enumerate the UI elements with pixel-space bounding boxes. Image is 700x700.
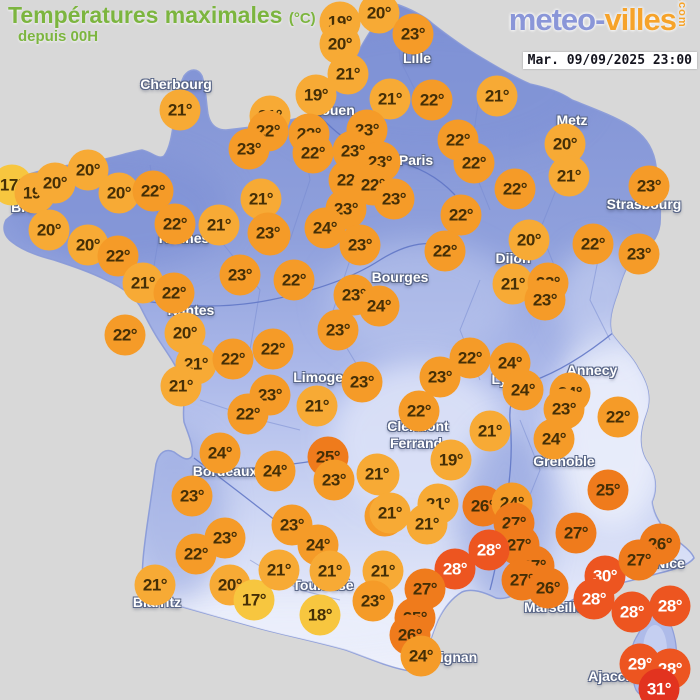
temp-marker: 22° (212, 338, 254, 380)
temp-marker: 28° (611, 591, 653, 633)
temp-marker: 23° (359, 141, 401, 183)
page-subtitle: depuis 00H (18, 28, 99, 45)
temp-marker: 23° (392, 13, 434, 55)
temp-marker: 23° (352, 580, 394, 622)
city-label: Ferrand (389, 435, 443, 451)
temp-marker: 27° (618, 539, 660, 581)
city-label: Bourges (371, 269, 429, 285)
temp-marker: 22° (273, 259, 315, 301)
temp-marker: 23° (373, 178, 415, 220)
temp-marker: 24° (502, 369, 544, 411)
temp-marker: 28° (573, 578, 615, 620)
temp-marker: 17° (233, 579, 275, 621)
temp-marker: 21° (369, 492, 411, 534)
temp-marker: 19° (295, 74, 337, 116)
temp-marker: 22° (453, 142, 495, 184)
temp-marker: 24° (254, 450, 296, 492)
meteo-villes-logo[interactable]: meteo-villes.com (508, 0, 688, 38)
temp-marker: 19° (430, 439, 472, 481)
temp-marker: 23° (171, 475, 213, 517)
temp-marker: 22° (494, 168, 536, 210)
logo-suffix: .com (676, 0, 688, 28)
temp-marker: 22° (572, 223, 614, 265)
temp-marker: 24° (199, 432, 241, 474)
temp-marker: 22° (175, 533, 217, 575)
temp-marker: 28° (434, 548, 476, 590)
city-label: Paris (398, 152, 434, 168)
temp-marker: 23° (219, 254, 261, 296)
page-title: Températures maximales (°C) (8, 2, 316, 29)
temp-marker: 21° (476, 75, 518, 117)
temp-marker: 25° (587, 469, 629, 511)
temp-marker: 22° (227, 393, 269, 435)
temp-marker: 22° (440, 194, 482, 236)
temp-marker: 24° (533, 418, 575, 460)
temp-marker: 23° (419, 356, 461, 398)
temp-marker: 24° (400, 635, 442, 677)
logo-part-blue: meteo- (508, 2, 606, 37)
logo-part-orange: villes (604, 2, 677, 37)
temp-marker: 24° (358, 285, 400, 327)
temp-marker: 28° (649, 585, 691, 627)
temp-marker: 31° (638, 668, 680, 700)
temp-marker: 21° (134, 564, 176, 606)
temp-marker: 23° (247, 212, 289, 254)
temp-marker: 23° (341, 361, 383, 403)
temp-marker: 23° (317, 309, 359, 351)
temp-marker: 22° (153, 272, 195, 314)
temp-marker: 18° (299, 594, 341, 636)
temp-marker: 23° (339, 224, 381, 266)
temp-marker: 23° (628, 165, 670, 207)
temp-marker: 22° (398, 390, 440, 432)
temp-marker: 21° (198, 204, 240, 246)
temp-marker: 21° (356, 453, 398, 495)
temp-marker: 27° (404, 568, 446, 610)
temp-marker: 23° (271, 504, 313, 546)
temp-marker: 22° (104, 314, 146, 356)
temp-marker: 22° (252, 328, 294, 370)
temp-marker: 23° (524, 279, 566, 321)
temp-marker: 26° (527, 567, 569, 609)
temp-marker: 22° (292, 132, 334, 174)
temp-marker: 28° (468, 529, 510, 571)
temp-marker: 22° (597, 396, 639, 438)
temp-marker: 21° (406, 503, 448, 545)
temp-marker: 22° (154, 203, 196, 245)
temp-marker: 21° (296, 385, 338, 427)
temp-marker: 20° (34, 162, 76, 204)
temp-marker: 21° (160, 365, 202, 407)
temp-marker: 21° (548, 155, 590, 197)
city-label: Cherbourg (140, 76, 212, 92)
temp-marker: 22° (97, 235, 139, 277)
temp-marker: 24° (304, 207, 346, 249)
temp-marker: 22° (424, 230, 466, 272)
page-title-text: Températures maximales (8, 2, 283, 28)
temp-marker: 20° (508, 219, 550, 261)
temp-marker: 23° (618, 233, 660, 275)
page-title-unit: (°C) (288, 10, 316, 27)
temp-marker: 23° (228, 128, 270, 170)
temp-marker: 21° (258, 549, 300, 591)
temp-marker: 23° (313, 459, 355, 501)
temp-marker: 27° (555, 512, 597, 554)
temp-marker: 21° (309, 550, 351, 592)
temp-marker: 20° (28, 209, 70, 251)
map-datetime: Mar. 09/09/2025 23:00 (522, 52, 697, 69)
temp-marker: 22° (411, 79, 453, 121)
city-label: Limoges (293, 369, 351, 385)
temp-marker: 21° (469, 410, 511, 452)
temp-marker: 21° (159, 89, 201, 131)
